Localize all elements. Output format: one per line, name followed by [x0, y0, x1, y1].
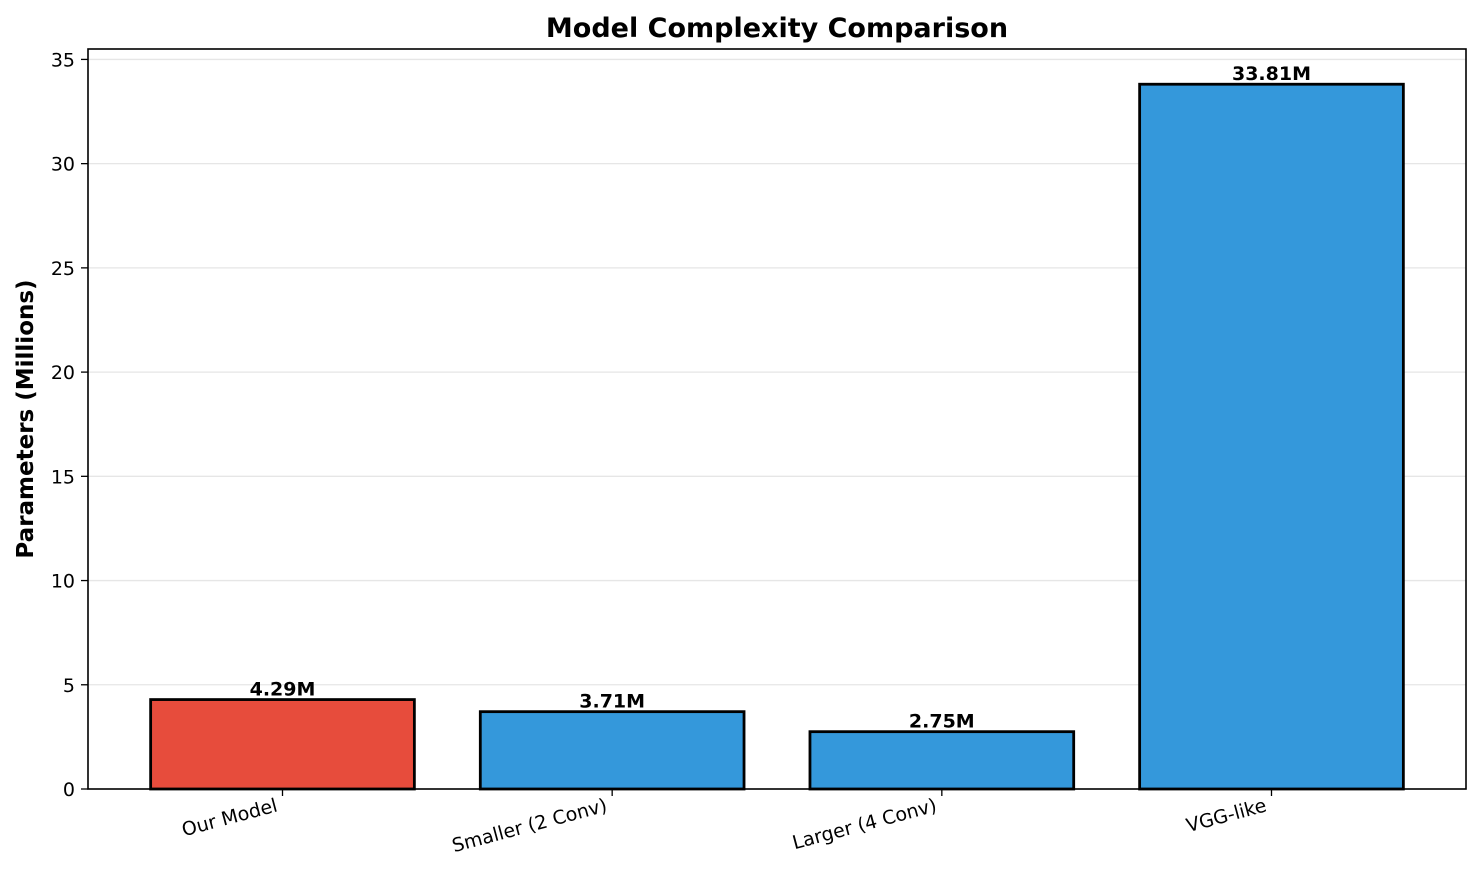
data-labels: 4.29M 3.71M 2.75M 33.81M — [250, 63, 1311, 732]
y-tick-label: 20 — [51, 362, 75, 384]
bar — [149, 698, 416, 791]
bar — [808, 730, 1076, 791]
bar — [1138, 82, 1405, 791]
y-tick-label: 10 — [51, 571, 75, 593]
y-tick-label: 35 — [51, 49, 75, 71]
plot-frame — [87, 48, 1467, 790]
y-tick-label: 25 — [51, 258, 75, 280]
bar — [478, 710, 746, 791]
x-tick-label: Our Model — [180, 795, 280, 842]
y-tick-label: 15 — [51, 466, 75, 488]
bars — [149, 82, 1405, 791]
grid-lines — [88, 58, 1466, 790]
bar-value-label: 33.81M — [1232, 63, 1311, 85]
bar-value-label: 2.75M — [909, 711, 975, 733]
bar-value-label: 4.29M — [250, 679, 316, 701]
x-tick-label: Smaller (2 Conv) — [450, 795, 610, 858]
y-axis-label: Parameters (Millions) — [13, 279, 39, 558]
bar-value-label: 3.71M — [579, 691, 645, 713]
y-tick-label: 30 — [51, 154, 75, 176]
x-tick-label: VGG-like — [1184, 795, 1269, 837]
chart-title: Model Complexity Comparison — [546, 13, 1008, 44]
y-tick-label: 5 — [63, 675, 75, 697]
x-tick-label: Larger (4 Conv) — [790, 795, 939, 855]
y-tick-label: 0 — [63, 779, 75, 801]
